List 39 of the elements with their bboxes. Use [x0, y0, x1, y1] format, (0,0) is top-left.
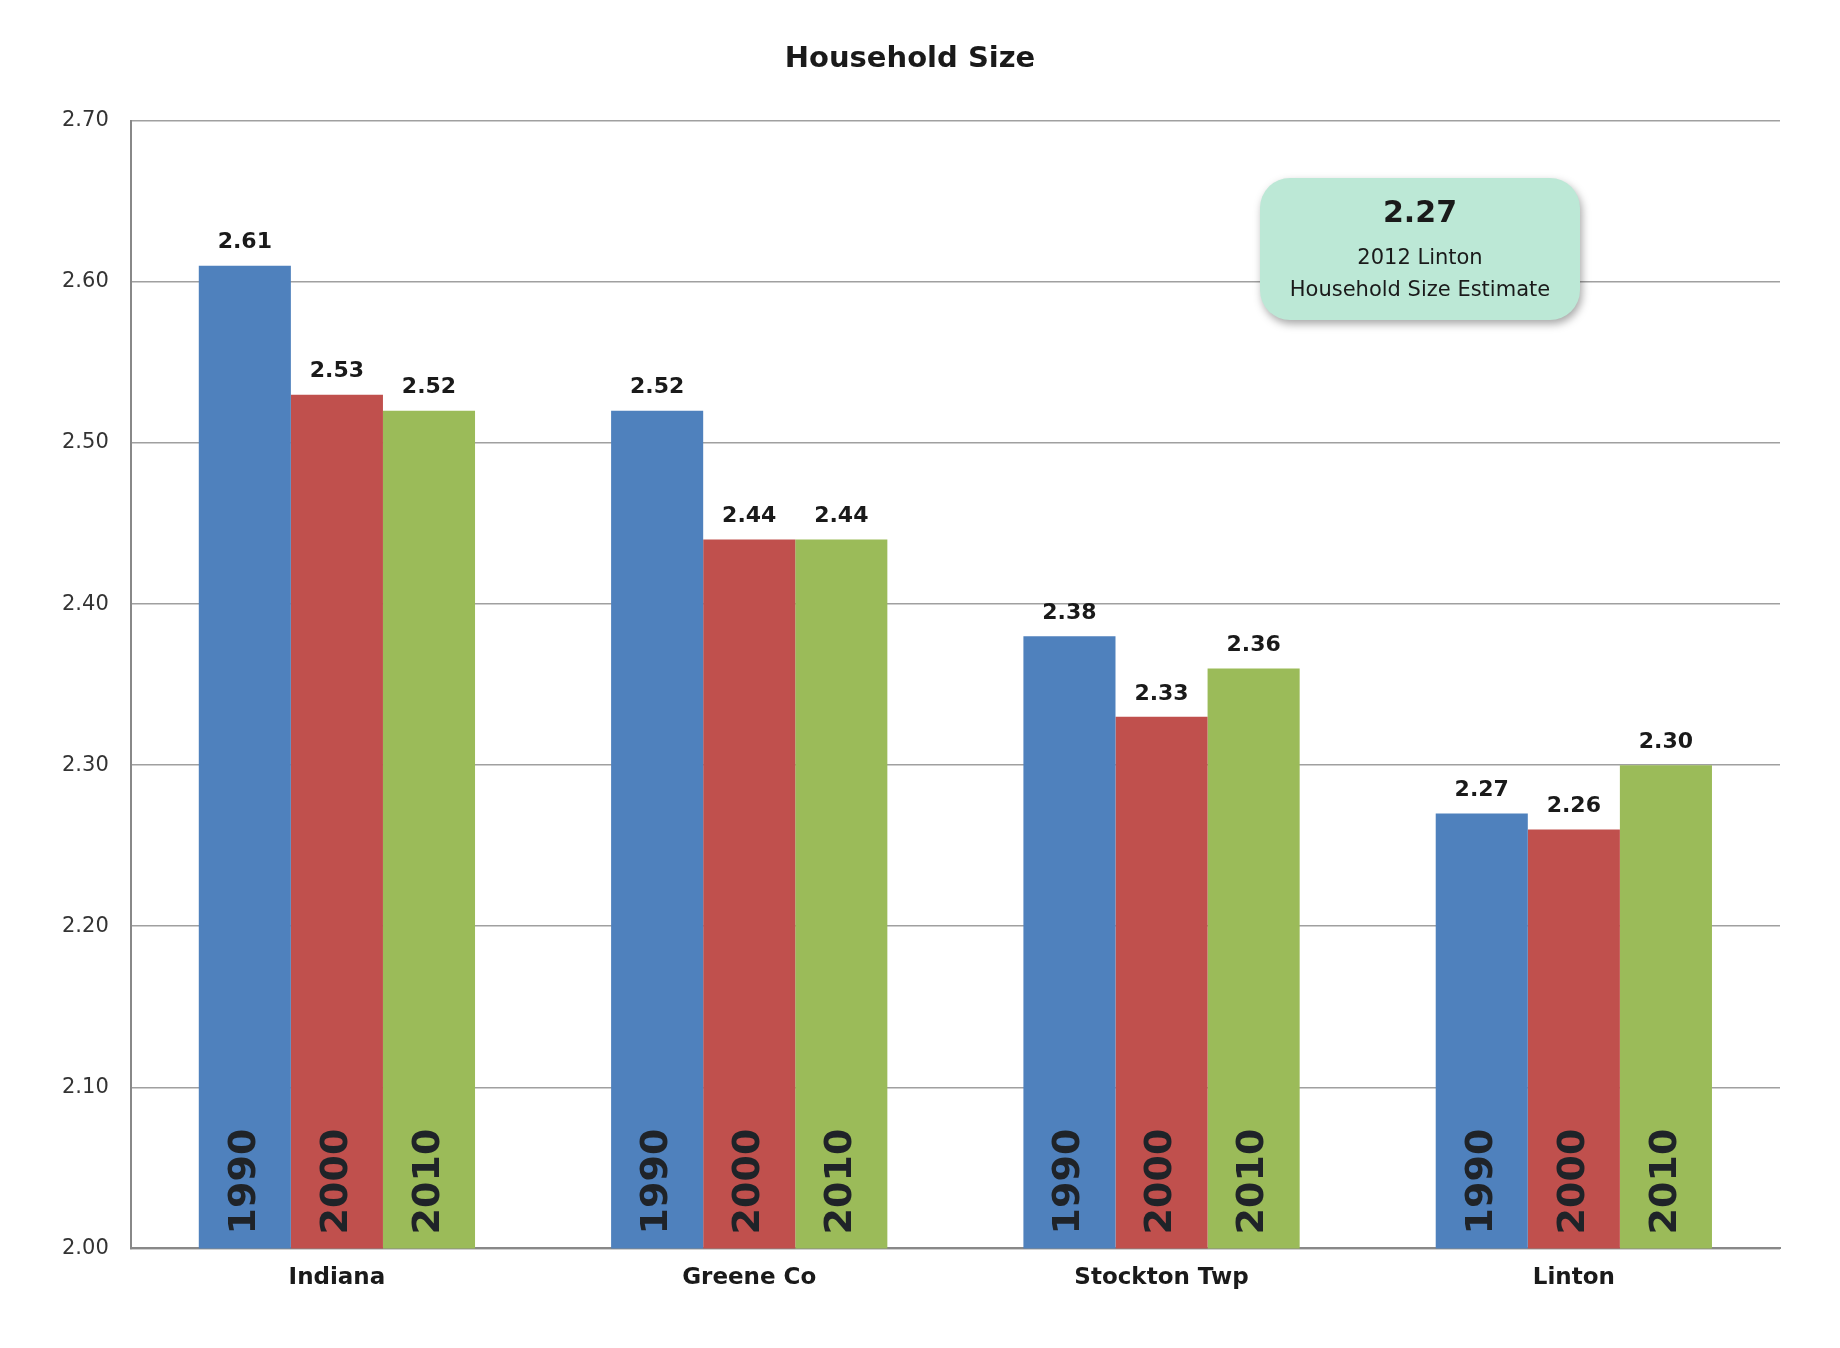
text: 2000: [724, 1128, 769, 1235]
text: 2010: [816, 1128, 861, 1235]
chart-title: Household Size: [784, 39, 1036, 74]
y-tick-label: 2.70: [61, 107, 109, 132]
y-tick-label: 2.30: [61, 751, 109, 776]
text: 2000: [1136, 1128, 1181, 1235]
data-label: 2.30: [1638, 727, 1694, 753]
text: 1990: [1456, 1128, 1501, 1235]
series-label: 1990: [632, 1128, 677, 1235]
y-tick-label: 2.00: [61, 1234, 109, 1259]
data-label: 2.38: [1042, 598, 1097, 624]
y-tick-label: 2.50: [61, 429, 109, 454]
data-label: 2.33: [1134, 679, 1189, 705]
text: 2010: [1228, 1128, 1273, 1235]
data-label: 2.52: [630, 373, 685, 399]
y-tick-label: 2.10: [61, 1073, 109, 1098]
text: 1990: [1044, 1128, 1089, 1235]
text: 2010: [403, 1128, 448, 1235]
data-label: 2.44: [814, 502, 869, 528]
data-label: 2.36: [1226, 631, 1281, 657]
data-label: 2.26: [1546, 792, 1601, 818]
annotation: 2012 Linton Household Size Estimate: [1288, 244, 1552, 303]
y-tick-label: 2.60: [61, 268, 109, 293]
x-tick-label: Stockton Twp: [1074, 1263, 1249, 1290]
y-tick-label: 2.20: [61, 912, 109, 937]
y-tick-label: 2.40: [61, 590, 109, 615]
data-label: 2.52: [401, 373, 457, 399]
x-tick-label: Greene Co: [682, 1263, 817, 1290]
data-label: 2.53: [309, 357, 365, 383]
annotation: 2.27: [1382, 194, 1458, 229]
text: 1990: [219, 1128, 264, 1235]
x-tick-label: Linton: [1532, 1263, 1615, 1290]
text: 2000: [1548, 1128, 1593, 1235]
series-label: 2000: [311, 1128, 356, 1235]
x-tick-label: Indiana: [288, 1263, 386, 1290]
data-label: 2.44: [722, 502, 777, 528]
data-label: 2.61: [217, 228, 272, 254]
series-label: 2010: [1640, 1128, 1685, 1235]
data-label: 2.27: [1454, 776, 1509, 802]
